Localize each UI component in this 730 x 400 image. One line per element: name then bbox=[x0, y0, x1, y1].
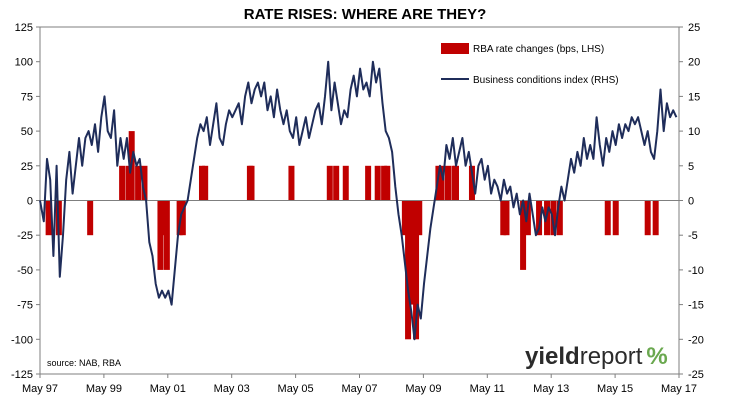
rate-change-bar bbox=[135, 165, 142, 201]
rate-change-bar bbox=[179, 200, 186, 236]
rate-change-bar bbox=[202, 165, 209, 201]
rate-change-bar bbox=[644, 200, 651, 236]
y-right-tick-label: 10 bbox=[688, 126, 700, 138]
legend-line-label: Business conditions index (RHS) bbox=[473, 75, 619, 86]
y-left-tick-label: 0 bbox=[27, 196, 33, 208]
rate-change-bar bbox=[381, 165, 388, 201]
rate-change-bar bbox=[141, 165, 148, 201]
rate-change-bar bbox=[536, 200, 543, 236]
y-right-tick-label: 0 bbox=[688, 196, 694, 208]
rate-change-bar bbox=[374, 165, 381, 201]
y-left-tick-label: -125 bbox=[11, 369, 33, 381]
y-left-tick-label: 25 bbox=[21, 161, 33, 173]
x-tick-label: May 09 bbox=[405, 383, 441, 395]
rate-change-bar bbox=[401, 200, 408, 236]
rate-change-bar bbox=[652, 200, 659, 236]
source-note: source: NAB, RBA bbox=[47, 358, 121, 368]
x-tick-label: May 05 bbox=[278, 383, 314, 395]
rate-change-bar bbox=[176, 200, 183, 236]
x-tick-label: May 15 bbox=[597, 383, 633, 395]
y-left-tick-label: 75 bbox=[21, 91, 33, 103]
rate-change-bar bbox=[333, 165, 340, 201]
rate-change-bar bbox=[452, 165, 459, 201]
x-tick-label: May 07 bbox=[341, 383, 377, 395]
y-right-tick-label: 15 bbox=[688, 91, 700, 103]
rate-change-bar bbox=[503, 200, 510, 236]
rate-change-bar bbox=[248, 165, 255, 201]
x-tick-label: May 03 bbox=[214, 383, 250, 395]
rate-change-bar bbox=[445, 165, 452, 201]
rate-change-bar bbox=[550, 200, 557, 236]
y-right-tick-label: 20 bbox=[688, 57, 700, 69]
rate-change-bar bbox=[198, 165, 205, 201]
legend-bar-label: RBA rate changes (bps, LHS) bbox=[473, 44, 604, 55]
rate-change-bar bbox=[125, 165, 132, 201]
x-tick-label: May 97 bbox=[22, 383, 58, 395]
rate-change-bar bbox=[413, 200, 420, 340]
y-left-tick-label: 100 bbox=[15, 57, 33, 69]
rate-change-bar bbox=[87, 200, 94, 236]
x-tick-label: May 17 bbox=[661, 383, 697, 395]
x-tick-label: May 13 bbox=[533, 383, 569, 395]
rate-change-bar bbox=[500, 200, 507, 236]
rate-change-bar bbox=[604, 200, 611, 236]
y-left-tick-label: -75 bbox=[17, 300, 33, 312]
y-right-tick-label: 25 bbox=[688, 22, 700, 34]
rate-change-bar bbox=[163, 200, 170, 270]
y-left-tick-label: 125 bbox=[15, 22, 33, 34]
rate-change-bar bbox=[342, 165, 349, 201]
rate-change-bar bbox=[612, 200, 619, 236]
y-left-tick-label: -25 bbox=[17, 230, 33, 242]
rate-change-bar bbox=[556, 200, 563, 236]
rate-change-bar bbox=[365, 165, 372, 201]
y-right-tick-label: -20 bbox=[688, 334, 704, 346]
rate-change-bar bbox=[157, 200, 164, 270]
x-tick-label: May 11 bbox=[470, 383, 505, 395]
y-left-tick-label: -100 bbox=[11, 334, 33, 346]
rate-change-bar bbox=[524, 200, 531, 236]
rate-change-bar bbox=[520, 200, 527, 270]
rate-change-bar bbox=[438, 165, 445, 201]
rate-change-bar bbox=[326, 165, 333, 201]
rate-change-bar bbox=[468, 165, 475, 201]
rate-change-bar bbox=[416, 200, 423, 236]
y-right-tick-label: 5 bbox=[688, 161, 694, 173]
y-left-tick-label: -50 bbox=[17, 265, 33, 277]
legend-bar-swatch bbox=[441, 43, 469, 54]
chart-title: RATE RISES: WHERE ARE THEY? bbox=[243, 6, 487, 23]
rate-change-bar bbox=[45, 200, 52, 236]
brand-logo: yieldreport% bbox=[525, 343, 668, 370]
business-conditions-line bbox=[39, 60, 678, 341]
y-right-tick-label: -10 bbox=[688, 265, 704, 277]
brand-percent-symbol: % bbox=[646, 343, 667, 370]
x-tick-label: May 99 bbox=[86, 383, 122, 395]
rate-change-bar bbox=[288, 165, 295, 201]
y-right-tick-label: -15 bbox=[688, 300, 704, 312]
rate-change-bar bbox=[405, 200, 412, 340]
x-tick-label: May 01 bbox=[150, 383, 186, 395]
rate-change-bar bbox=[119, 165, 126, 201]
y-left-tick-label: 50 bbox=[21, 126, 33, 138]
y-right-tick-label: -5 bbox=[688, 230, 698, 242]
brand-word-yield: yield bbox=[525, 343, 580, 370]
brand-word-report: report bbox=[580, 343, 643, 370]
rate-change-bar bbox=[408, 200, 415, 305]
rate-change-bar bbox=[160, 200, 167, 236]
rate-change-bar bbox=[384, 165, 391, 201]
y-right-tick-label: -25 bbox=[688, 369, 704, 381]
rate-change-bar bbox=[435, 165, 442, 201]
